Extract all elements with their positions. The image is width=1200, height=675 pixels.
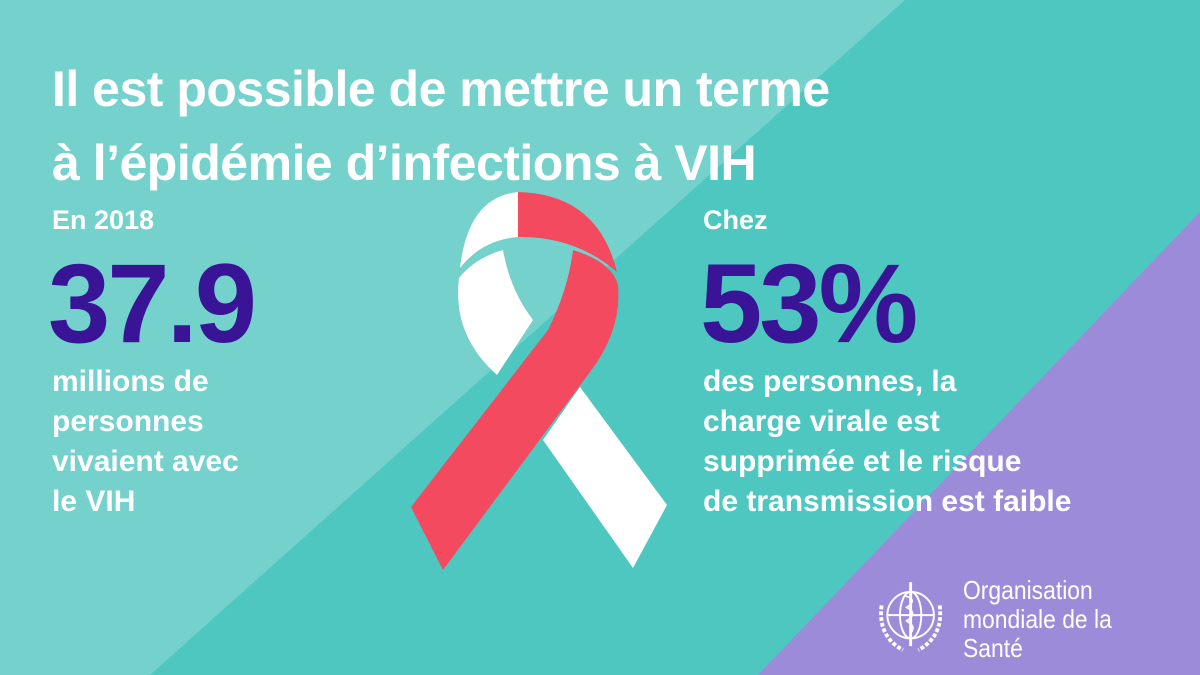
desc-line: de transmission est faible — [703, 485, 1072, 518]
right-intro: Chez — [703, 205, 768, 235]
page-title: Il est possible de mettre un terme à l’é… — [52, 52, 830, 200]
desc-line: des personnes, la — [703, 365, 957, 398]
who-logo-text: Organisation mondiale de la Santé — [963, 574, 1171, 663]
desc-line: supprimée et le risque — [703, 445, 1022, 478]
title-line-1: Il est possible de mettre un terme — [52, 61, 830, 117]
desc-line: charge virale est — [703, 405, 940, 438]
purple-corner — [758, 212, 1200, 675]
left-intro: En 2018 — [52, 205, 155, 235]
desc-line: vivaient avec — [52, 445, 239, 478]
right-stat-description: des personnes, la charge virale est supp… — [703, 362, 1071, 522]
left-stat-number: 37.9 — [48, 241, 257, 366]
who-emblem-icon — [879, 582, 943, 652]
who-logo: Organisation mondiale de la Santé — [868, 575, 1200, 663]
logo-line-1: Organisation — [963, 574, 1093, 605]
left-stat-description: millions de personnes vivaient avec le V… — [52, 362, 239, 522]
desc-line: personnes — [52, 405, 204, 438]
logo-line-2: mondiale de la Santé — [963, 603, 1113, 663]
right-stat-number: 53% — [700, 241, 918, 366]
desc-line: le VIH — [52, 485, 136, 518]
awareness-ribbon-icon — [411, 192, 667, 570]
light-diagonal-band — [0, 0, 905, 675]
title-line-2: à l’épidémie d’infections à VIH — [52, 135, 757, 191]
desc-line: millions de — [52, 365, 209, 398]
